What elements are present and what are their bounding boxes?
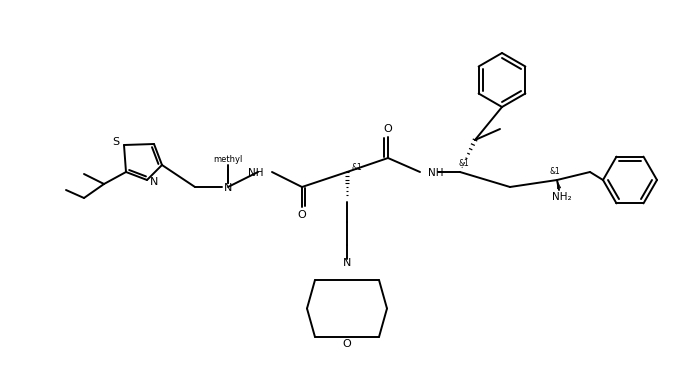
Text: N: N xyxy=(343,258,351,268)
Text: N: N xyxy=(150,177,158,187)
Text: O: O xyxy=(298,210,306,220)
Text: O: O xyxy=(384,124,392,134)
Text: &1: &1 xyxy=(352,162,362,172)
Text: NH₂: NH₂ xyxy=(552,192,572,202)
Text: &1: &1 xyxy=(550,166,560,176)
Text: NH: NH xyxy=(248,168,264,178)
Text: NH: NH xyxy=(428,168,443,178)
Text: O: O xyxy=(343,339,351,349)
Text: S: S xyxy=(112,137,119,147)
Text: &1: &1 xyxy=(459,158,469,168)
Text: methyl: methyl xyxy=(213,155,243,165)
Text: N: N xyxy=(223,183,232,193)
